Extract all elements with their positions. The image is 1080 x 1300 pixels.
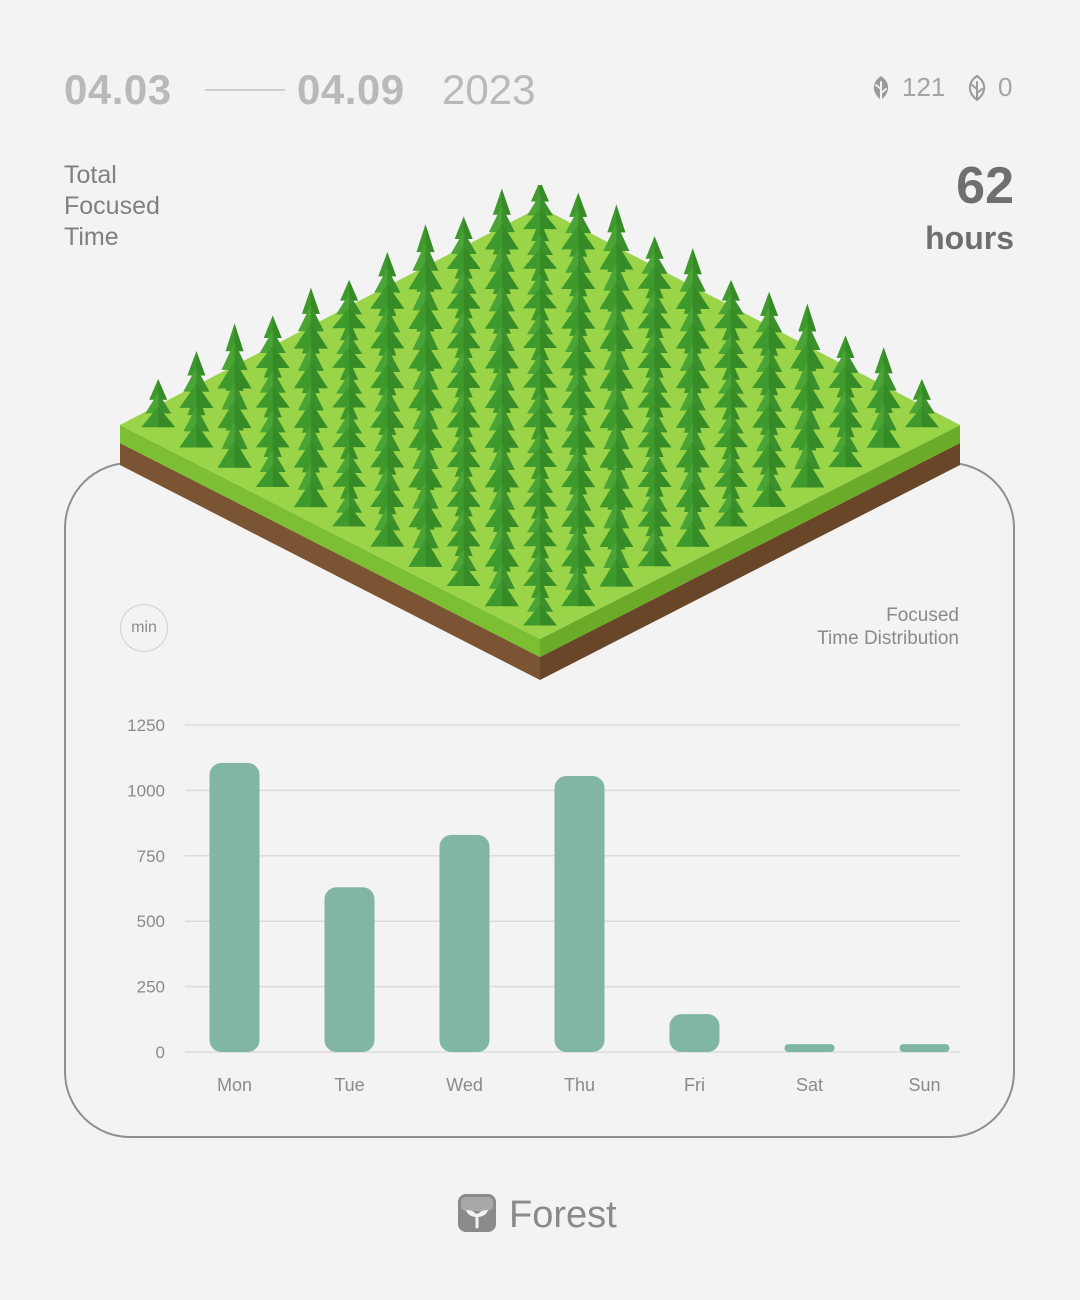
- label-line: Time: [64, 223, 119, 251]
- tree: [255, 355, 290, 408]
- report-header: 04.03 04.09 2023 121 0: [0, 0, 1080, 140]
- chart-title: Focused Time Distribution: [739, 604, 959, 650]
- bar-thu: [554, 776, 605, 1052]
- tree: [561, 470, 596, 527]
- tree: [828, 414, 863, 468]
- forest-logo-icon: [457, 1193, 497, 1238]
- label-line: Total: [64, 161, 117, 189]
- tree-leaf-icon: [868, 74, 894, 102]
- total-focused-time-label: Total Focused Time: [64, 160, 204, 253]
- live-trees-stat: 121: [868, 72, 945, 103]
- chart-title-line: Focused: [886, 605, 959, 626]
- tree: [523, 379, 557, 428]
- chart-title-line: Time Distribution: [817, 628, 959, 649]
- date-range-year: 2023: [442, 66, 536, 113]
- brand-name: Forest: [509, 1194, 617, 1236]
- tree: [446, 256, 481, 309]
- dead-trees-stat: 0: [964, 72, 1012, 103]
- tree: [713, 478, 748, 527]
- withered-tree-icon: [964, 74, 990, 102]
- tree: [332, 319, 367, 368]
- tree: [752, 410, 787, 468]
- tree: [332, 279, 367, 329]
- forest-illustration: [120, 185, 960, 680]
- total-hours-unit: hours: [925, 220, 1014, 256]
- tree: [523, 497, 557, 547]
- tree: [637, 434, 672, 487]
- tree: [752, 450, 787, 507]
- tree: [408, 501, 443, 567]
- tree: [255, 434, 290, 487]
- tree: [790, 422, 825, 488]
- date-range-start: 04.03: [64, 66, 172, 113]
- tree: [293, 406, 328, 468]
- bar-fri: [669, 1014, 720, 1052]
- tree: [370, 489, 405, 547]
- dead-trees-count: 0: [998, 72, 1013, 102]
- label-line: Focused: [64, 192, 160, 220]
- bar-mon: [209, 762, 260, 1052]
- tree: [828, 375, 863, 428]
- tree: [523, 339, 557, 388]
- date-range-end: 04.09: [297, 66, 405, 113]
- tree: [332, 478, 367, 527]
- tree: [446, 295, 481, 349]
- bar-sun: [899, 1044, 950, 1052]
- tree: [179, 390, 214, 448]
- unit-badge: min: [120, 604, 168, 652]
- tree: [523, 299, 557, 349]
- tree: [561, 549, 596, 607]
- bar-wed: [439, 834, 490, 1052]
- tree: [293, 446, 328, 508]
- tree: [713, 279, 748, 329]
- tree: [523, 418, 557, 467]
- bar-tue: [324, 887, 375, 1052]
- live-trees-count: 121: [902, 72, 946, 102]
- bar-sat: [784, 1044, 835, 1052]
- tree: [332, 438, 367, 487]
- tree: [141, 379, 176, 428]
- date-range-divider: [205, 89, 285, 91]
- tree: [637, 513, 672, 567]
- tree: [675, 485, 710, 547]
- brand-footer: Forest: [457, 1193, 617, 1238]
- tree: [446, 216, 481, 269]
- total-hours-value: 62: [956, 157, 1014, 215]
- tree: [446, 533, 481, 587]
- tree: [866, 386, 901, 448]
- tree: [713, 398, 748, 448]
